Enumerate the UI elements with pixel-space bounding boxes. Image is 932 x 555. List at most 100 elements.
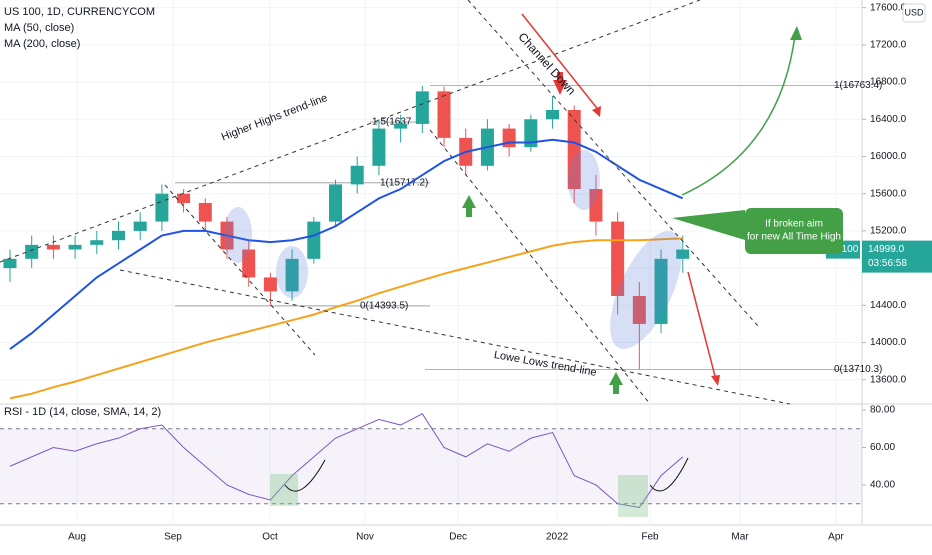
marker [557, 72, 563, 81]
x-tick-label: Oct [262, 532, 278, 543]
x-tick-label: Sep [164, 532, 182, 543]
candle-body [676, 249, 690, 259]
candle-body [589, 189, 603, 222]
candle-body [25, 244, 39, 259]
arrow [284, 459, 326, 492]
highlight [224, 207, 252, 263]
price-label [862, 240, 932, 273]
level-label: 1(16763.4) [834, 80, 882, 91]
callout-pointer [672, 210, 745, 240]
marker [462, 195, 476, 208]
rsi-band [0, 428, 862, 504]
drawings [0, 0, 843, 517]
callout-text: If broken aim [765, 219, 823, 230]
candle-body [394, 123, 408, 129]
candle-body [177, 193, 191, 203]
candle-body [90, 240, 104, 245]
y-tick-label: 15200.0 [870, 226, 907, 237]
arrow [521, 13, 601, 113]
y-tick-label: 14400.0 [870, 300, 907, 311]
candle-body [632, 296, 646, 324]
candle-body [524, 119, 538, 148]
candle-body [285, 258, 299, 292]
highlight [276, 246, 308, 298]
currency-box[interactable] [902, 3, 926, 23]
y-tick-label: 17600.0 [870, 2, 907, 13]
candle-body [3, 258, 17, 269]
y-tick-label: 13600.0 [870, 374, 907, 385]
marker [553, 80, 567, 95]
x-tick-label: Dec [449, 532, 467, 543]
pane-title: RSI - 1D (14, close, SMA, 14, 2) [4, 406, 161, 418]
price-countdown: 03:56:58 [868, 258, 907, 269]
trend-line [119, 269, 791, 405]
candle-body [415, 91, 429, 124]
level-label: 0(14393.5) [360, 301, 408, 312]
candle-body [350, 165, 364, 185]
y-tick-label: 14000.0 [870, 337, 907, 348]
x-tick-label: Nov [356, 532, 374, 543]
y-tick-label: 16000.0 [870, 151, 907, 162]
y-tick-label: 80.00 [870, 405, 895, 416]
chart-title: US 100, 1D, CURRENCYCOM [4, 6, 155, 18]
y-tick-label: 15600.0 [870, 188, 907, 199]
arrow [649, 457, 689, 492]
highlight [568, 150, 600, 210]
arrow [681, 34, 796, 196]
candle-body [437, 91, 451, 138]
x-tick-label: Aug [68, 532, 86, 543]
arrow-head [711, 375, 720, 386]
candle-body [111, 230, 125, 241]
currency[interactable]: USD [904, 7, 924, 17]
x-tick-label: Feb [641, 532, 659, 543]
candle-body [198, 203, 212, 222]
x-tick-label: 2022 [546, 532, 569, 543]
price-value: 14999.0 [868, 244, 905, 255]
highlight [610, 230, 682, 350]
legend-entry: MA (50, close) [4, 22, 74, 34]
candle-body [263, 277, 277, 292]
candle-body [68, 244, 82, 250]
line [9, 138, 684, 350]
arrow [687, 271, 717, 381]
candle-body [133, 221, 147, 231]
x-tick-label: Apr [828, 532, 844, 543]
candle-body [372, 128, 386, 166]
candle-body [546, 109, 560, 120]
candle-body [567, 109, 581, 190]
channel-line [429, 129, 651, 405]
line [9, 237, 683, 400]
price-symbol: US100 [828, 244, 859, 255]
callout [745, 208, 843, 254]
y-tick-label: 17200.0 [870, 40, 907, 51]
arrow-head [592, 106, 601, 117]
highlight [270, 474, 298, 506]
arrow-head [790, 26, 802, 40]
channel-line [164, 184, 316, 356]
line [9, 413, 684, 508]
candle-body [329, 184, 343, 222]
candle-body [307, 221, 321, 259]
callout-text: for new All Time High [747, 232, 841, 243]
level-label: 1.5(1637 [372, 117, 412, 128]
y-tick-label: 60.00 [870, 442, 895, 453]
plot: Aug Sep Oct Nov Dec 2022 Feb Mar Apr 13600.0 14000… [0, 0, 932, 543]
level-label: 0(13710.3) [834, 364, 882, 375]
y-tick-label: 40.00 [870, 480, 895, 491]
highlight [618, 475, 648, 517]
level-label: 1(15717.2) [380, 177, 428, 188]
legend-entry: MA (200, close) [4, 38, 80, 50]
y-tick-label: 16800.0 [870, 77, 907, 88]
candle-body [46, 244, 60, 250]
channel-line [467, 0, 759, 327]
marker [613, 384, 619, 394]
candle-body [155, 193, 169, 222]
candle-body [242, 249, 256, 278]
candle-body [654, 258, 668, 324]
x-tick-label: Mar [731, 532, 749, 543]
y-tick-label: 16400.0 [870, 114, 907, 125]
marker [466, 207, 472, 217]
marker [609, 372, 623, 385]
